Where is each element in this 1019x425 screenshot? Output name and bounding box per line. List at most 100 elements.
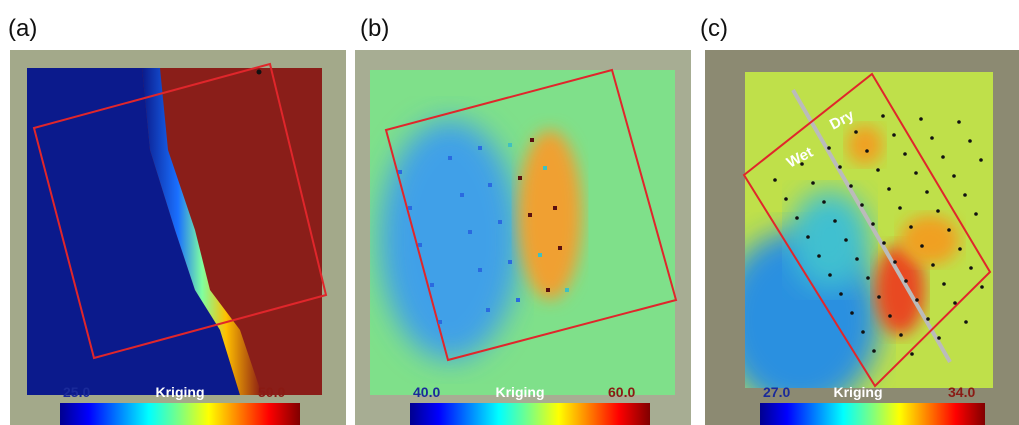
sample-point	[910, 352, 914, 356]
sample-point	[800, 162, 804, 166]
sample-point	[827, 146, 831, 150]
sample-point	[528, 213, 532, 217]
colorbar-max: 34.0	[948, 384, 975, 400]
sample-point	[953, 301, 957, 305]
sample-point	[844, 238, 848, 242]
sample-point	[882, 241, 886, 245]
colorbar	[760, 403, 985, 425]
colorbar-min: 40.0	[413, 384, 440, 400]
sample-point	[926, 317, 930, 321]
sample-point	[974, 212, 978, 216]
sample-point	[963, 193, 967, 197]
sample-point	[925, 190, 929, 194]
sample-point	[508, 143, 512, 147]
sample-point	[861, 330, 865, 334]
sample-point	[508, 260, 512, 264]
sample-point	[784, 197, 788, 201]
low-zone	[380, 120, 520, 360]
colorbar	[410, 403, 650, 425]
panel-label: (c)	[700, 15, 728, 42]
sample-point	[920, 244, 924, 248]
high-zone	[875, 245, 925, 335]
sample-point	[872, 349, 876, 353]
sample-point	[980, 285, 984, 289]
sample-point	[957, 120, 961, 124]
field-boundary	[742, 72, 992, 388]
panel-b: (b) 40.0 Kriging 60.0	[355, 15, 691, 425]
sample-point	[937, 336, 941, 340]
sample-point	[408, 206, 412, 210]
sample-point	[438, 320, 442, 324]
colorbar-min: 27.0	[763, 384, 790, 400]
sample-point	[854, 130, 858, 134]
sample-point	[876, 168, 880, 172]
sample-point	[947, 228, 951, 232]
sample-point	[773, 178, 777, 182]
colorbar-min: 25.0	[63, 384, 90, 400]
sample-point	[849, 184, 853, 188]
sample-point	[398, 170, 402, 174]
sample-point	[877, 295, 881, 299]
sample-point	[898, 206, 902, 210]
sample-point	[979, 158, 983, 162]
sample-point	[892, 133, 896, 137]
sample-point	[919, 117, 923, 121]
high-zone	[900, 215, 960, 265]
sample-points	[398, 138, 569, 324]
sample-point	[478, 146, 482, 150]
panel-label: (b)	[360, 15, 389, 42]
sample-point	[418, 243, 422, 247]
sample-point	[838, 165, 842, 169]
sample-point	[516, 298, 520, 302]
sample-point	[871, 222, 875, 226]
sample-point	[968, 139, 972, 143]
sample-point	[893, 260, 897, 264]
sample-point	[460, 193, 464, 197]
sample-point	[958, 247, 962, 251]
sample-point	[468, 230, 472, 234]
sample-point	[430, 283, 434, 287]
sample-point	[855, 257, 859, 261]
sample-point	[903, 152, 907, 156]
sample-point	[256, 69, 262, 75]
sample-point	[546, 288, 550, 292]
sample-point	[850, 311, 854, 315]
sample-point	[930, 136, 934, 140]
transition-zone	[142, 68, 262, 395]
field-boundary	[32, 62, 328, 360]
sample-point	[964, 320, 968, 324]
sample-point	[822, 200, 826, 204]
sample-point	[865, 149, 869, 153]
colorbar-title: Kriging	[156, 384, 205, 400]
sample-point	[969, 266, 973, 270]
sample-point	[488, 183, 492, 187]
colorbar-max: 60.0	[608, 384, 635, 400]
panel-c: Wet Dry (c) 27.0 Kriging 34.0	[700, 15, 1019, 425]
field-boundary	[384, 68, 678, 362]
sample-point	[795, 216, 799, 220]
sample-point	[828, 273, 832, 277]
sample-point	[811, 181, 815, 185]
sample-point	[904, 279, 908, 283]
low-zone	[790, 190, 870, 290]
sample-point	[817, 254, 821, 258]
sample-points	[773, 114, 984, 356]
divider-line	[791, 89, 952, 363]
sample-point	[565, 288, 569, 292]
sample-point	[931, 263, 935, 267]
sample-point	[558, 246, 562, 250]
sample-point	[498, 220, 502, 224]
sample-point	[806, 235, 810, 239]
high-zone	[847, 125, 883, 165]
sample-point	[915, 298, 919, 302]
sample-point	[909, 225, 913, 229]
sample-point	[936, 209, 940, 213]
sample-point	[538, 253, 542, 257]
sample-point	[914, 171, 918, 175]
sample-point	[839, 292, 843, 296]
sample-point	[543, 166, 547, 170]
sample-point	[553, 206, 557, 210]
sample-point	[899, 333, 903, 337]
sample-point	[888, 314, 892, 318]
